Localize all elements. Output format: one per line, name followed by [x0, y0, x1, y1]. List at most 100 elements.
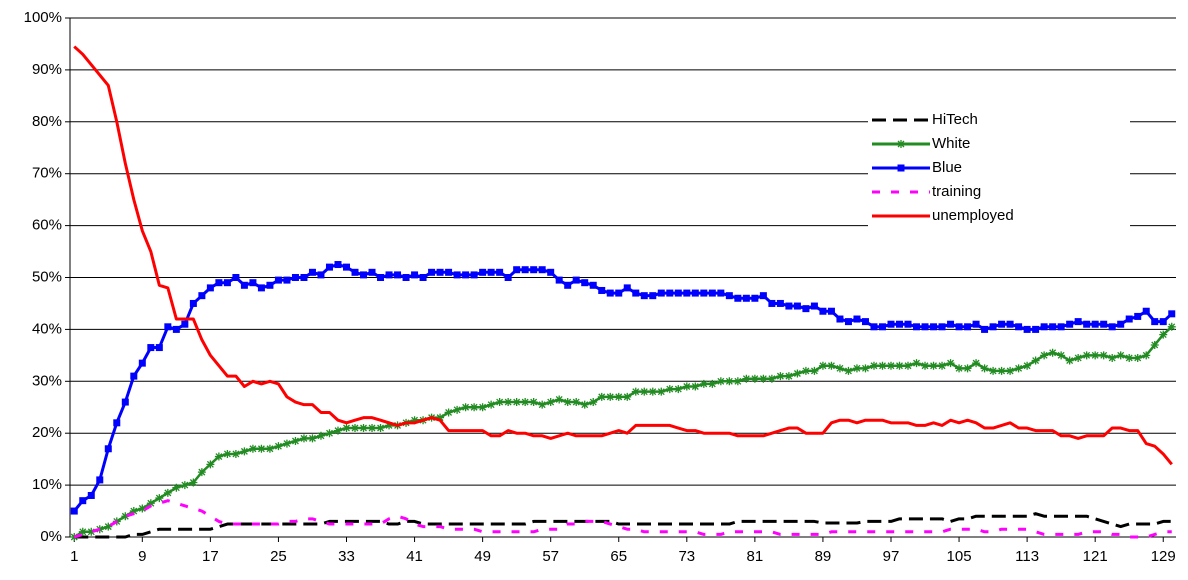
x-tick-label: 89 — [815, 548, 832, 565]
x-tick-label: 121 — [1083, 548, 1108, 565]
marker — [997, 366, 1006, 375]
marker — [955, 364, 964, 373]
marker — [436, 413, 445, 422]
marker — [198, 292, 206, 300]
marker — [980, 364, 989, 373]
marker — [776, 299, 784, 307]
marker — [793, 302, 801, 310]
marker — [742, 374, 751, 383]
marker — [351, 268, 359, 276]
marker — [1159, 318, 1167, 326]
marker — [462, 271, 470, 279]
marker — [1006, 366, 1015, 375]
x-tick-label: 113 — [1015, 548, 1039, 565]
marker — [487, 400, 496, 409]
y-tick-label: 50% — [32, 268, 62, 285]
marker — [172, 483, 181, 492]
marker — [1142, 307, 1150, 315]
marker — [827, 307, 835, 315]
marker — [163, 488, 172, 497]
series-line — [73, 263, 1173, 513]
marker — [274, 276, 282, 284]
marker — [138, 359, 146, 367]
marker — [130, 372, 138, 380]
marker — [827, 361, 836, 370]
marker — [223, 279, 231, 287]
marker — [1049, 323, 1057, 331]
marker — [998, 320, 1006, 328]
marker — [274, 442, 283, 451]
marker — [113, 419, 121, 427]
marker — [1057, 351, 1066, 360]
marker — [886, 361, 895, 370]
legend-label: White — [932, 135, 970, 152]
marker — [478, 403, 487, 412]
marker — [453, 271, 461, 279]
marker — [683, 289, 691, 297]
marker — [963, 364, 972, 373]
marker — [546, 398, 555, 407]
marker — [869, 361, 878, 370]
marker — [1083, 320, 1091, 328]
y-tick-label: 0% — [40, 528, 62, 545]
x-tick-label: 25 — [270, 548, 287, 565]
marker — [1031, 356, 1040, 365]
marker — [555, 395, 564, 404]
marker — [342, 424, 351, 433]
marker — [360, 271, 368, 279]
marker — [878, 361, 887, 370]
legend-label: Blue — [932, 159, 962, 176]
marker — [197, 468, 206, 477]
marker — [649, 292, 657, 300]
marker — [896, 320, 903, 328]
marker — [674, 289, 682, 297]
marker — [317, 271, 325, 279]
marker — [70, 507, 78, 515]
marker — [138, 504, 147, 513]
marker — [929, 361, 938, 370]
marker — [606, 392, 615, 401]
marker — [249, 279, 257, 287]
marker — [1151, 318, 1159, 326]
legend-label: unemployed — [932, 207, 1014, 224]
marker — [470, 403, 479, 412]
marker — [529, 398, 538, 407]
marker — [589, 281, 597, 289]
marker — [598, 286, 606, 294]
marker — [368, 424, 377, 433]
marker — [96, 476, 104, 484]
marker — [776, 372, 785, 381]
marker — [887, 320, 895, 328]
marker — [700, 289, 708, 297]
y-tick-label: 10% — [32, 476, 62, 493]
marker — [801, 366, 810, 375]
marker — [1015, 323, 1023, 331]
marker — [1023, 361, 1032, 370]
marker — [691, 289, 699, 297]
x-tick-label: 9 — [138, 548, 146, 565]
marker — [180, 481, 189, 490]
marker — [878, 323, 886, 331]
marker — [1032, 325, 1040, 333]
marker — [614, 392, 623, 401]
marker — [572, 398, 581, 407]
marker — [563, 398, 572, 407]
marker — [1091, 320, 1099, 328]
marker — [1066, 320, 1074, 328]
x-tick-label: 65 — [610, 548, 627, 565]
legend-label: training — [932, 183, 981, 200]
marker — [1150, 340, 1159, 349]
marker — [325, 429, 334, 438]
marker — [129, 507, 138, 516]
marker — [1057, 323, 1065, 331]
marker — [147, 344, 155, 352]
marker — [767, 374, 776, 383]
marker — [333, 426, 342, 435]
marker — [172, 325, 180, 333]
marker — [351, 424, 360, 433]
marker — [897, 140, 905, 148]
marker — [257, 444, 266, 453]
y-tick-label: 20% — [32, 424, 62, 441]
marker — [810, 302, 818, 310]
legend-label: HiTech — [932, 111, 978, 128]
